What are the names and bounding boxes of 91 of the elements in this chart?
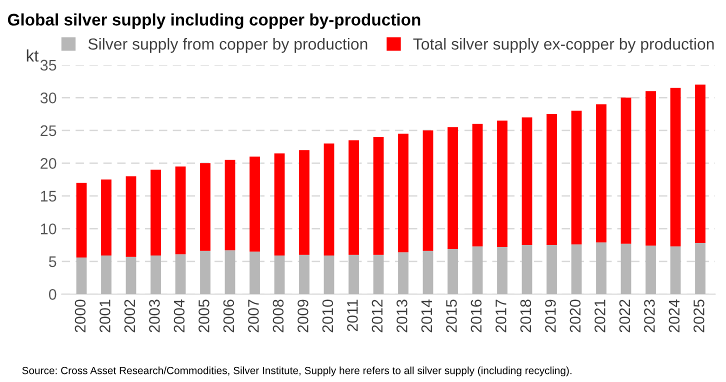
bar: [596, 104, 606, 242]
y-tick-label: 10: [41, 224, 56, 234]
bar: [150, 170, 161, 256]
x-tick-label: 2012: [372, 300, 383, 332]
bar: [224, 250, 236, 294]
x-tick-label: 2023: [644, 300, 655, 332]
bar: [224, 160, 236, 250]
bar: [348, 254, 359, 294]
x-tick-label: 2010: [322, 300, 334, 332]
bar: [76, 182, 87, 258]
x-tick-label: 2001: [100, 300, 110, 332]
y-tick-label: 20: [40, 158, 56, 169]
bar: [200, 250, 210, 294]
bar: [472, 246, 483, 294]
y-axis-title: kt: [26, 49, 39, 62]
bar: [670, 88, 681, 246]
x-tick-label: 2016: [470, 300, 482, 332]
bar: [695, 243, 706, 294]
bar: [250, 252, 260, 294]
x-tick-label: 2018: [520, 300, 532, 332]
x-tick-label: 2024: [668, 299, 680, 332]
bar: [522, 117, 532, 246]
bar: [299, 150, 310, 255]
bar: [497, 120, 508, 247]
bar: [596, 242, 606, 294]
bar: [571, 244, 582, 294]
x-tick-label: 2000: [74, 300, 86, 332]
x-tick-label: 2017: [496, 300, 506, 332]
bar: [150, 256, 161, 294]
x-tick-label: 2025: [694, 300, 704, 332]
source-note: Source: Cross Asset Research/Commodities, Silver Institute, Supply here refers to all silver supply (including recycling).: [22, 366, 572, 376]
bar: [126, 176, 136, 257]
legend-label: Total silver supply ex-copper by production: [413, 38, 714, 53]
bar: [620, 244, 632, 294]
x-tick-label: 2020: [570, 300, 581, 332]
x-tick-label: 2019: [545, 300, 556, 332]
bar: [497, 246, 508, 294]
x-tick-label: 2015: [446, 300, 457, 332]
bar: [274, 256, 285, 294]
bar: [324, 144, 334, 256]
bar: [448, 127, 458, 249]
bar: [522, 245, 532, 294]
bar: [472, 124, 483, 246]
bar: [398, 134, 408, 252]
x-tick-label: 2013: [396, 300, 408, 332]
bar: [546, 245, 557, 294]
x-tick-label: 2008: [272, 300, 284, 332]
x-tick-label: 2003: [149, 300, 160, 332]
x-tick-label: 2022: [619, 300, 630, 332]
bar: [646, 246, 656, 294]
bar: [695, 84, 706, 244]
y-tick-label: 0: [48, 289, 56, 300]
x-tick-label: 2004: [174, 299, 185, 332]
bar: [274, 153, 285, 256]
bar: [620, 98, 632, 244]
bar: [448, 248, 458, 294]
x-tick-label: 2006: [223, 300, 234, 332]
bar: [373, 136, 384, 255]
bar: [76, 257, 87, 294]
bar: [126, 256, 136, 294]
x-tick-label: 2002: [124, 300, 136, 332]
y-tick-label: 25: [40, 125, 56, 136]
bar: [299, 254, 310, 294]
bar: [200, 163, 210, 251]
bar: [175, 166, 186, 254]
legend-label: Silver supply from copper by production: [88, 38, 368, 53]
chart-title: Global silver supply including copper by-production: [8, 13, 420, 29]
bar: [398, 252, 408, 294]
bar: [422, 130, 434, 251]
y-tick-label: 35: [40, 60, 56, 71]
x-tick-label: 2009: [298, 300, 308, 332]
x-tick-label: 2021: [594, 300, 606, 332]
x-tick-label: 2014: [421, 299, 432, 332]
y-tick-label: 15: [41, 190, 56, 202]
bar: [101, 180, 112, 256]
x-tick-label: 2011: [347, 300, 358, 332]
bar: [571, 110, 582, 244]
x-tick-label: 2007: [248, 300, 259, 332]
bar: [348, 140, 359, 255]
bar: [324, 256, 334, 294]
bar: [646, 91, 656, 246]
y-tick-label: 30: [40, 92, 56, 104]
x-tick-label: 2005: [198, 300, 210, 332]
bar: [670, 246, 681, 294]
bar: [373, 254, 384, 294]
bar: [546, 114, 557, 246]
bar: [422, 250, 434, 294]
bar: [101, 256, 112, 294]
bar: [175, 254, 186, 294]
y-tick-label: 5: [48, 256, 56, 268]
bar: [250, 156, 260, 252]
